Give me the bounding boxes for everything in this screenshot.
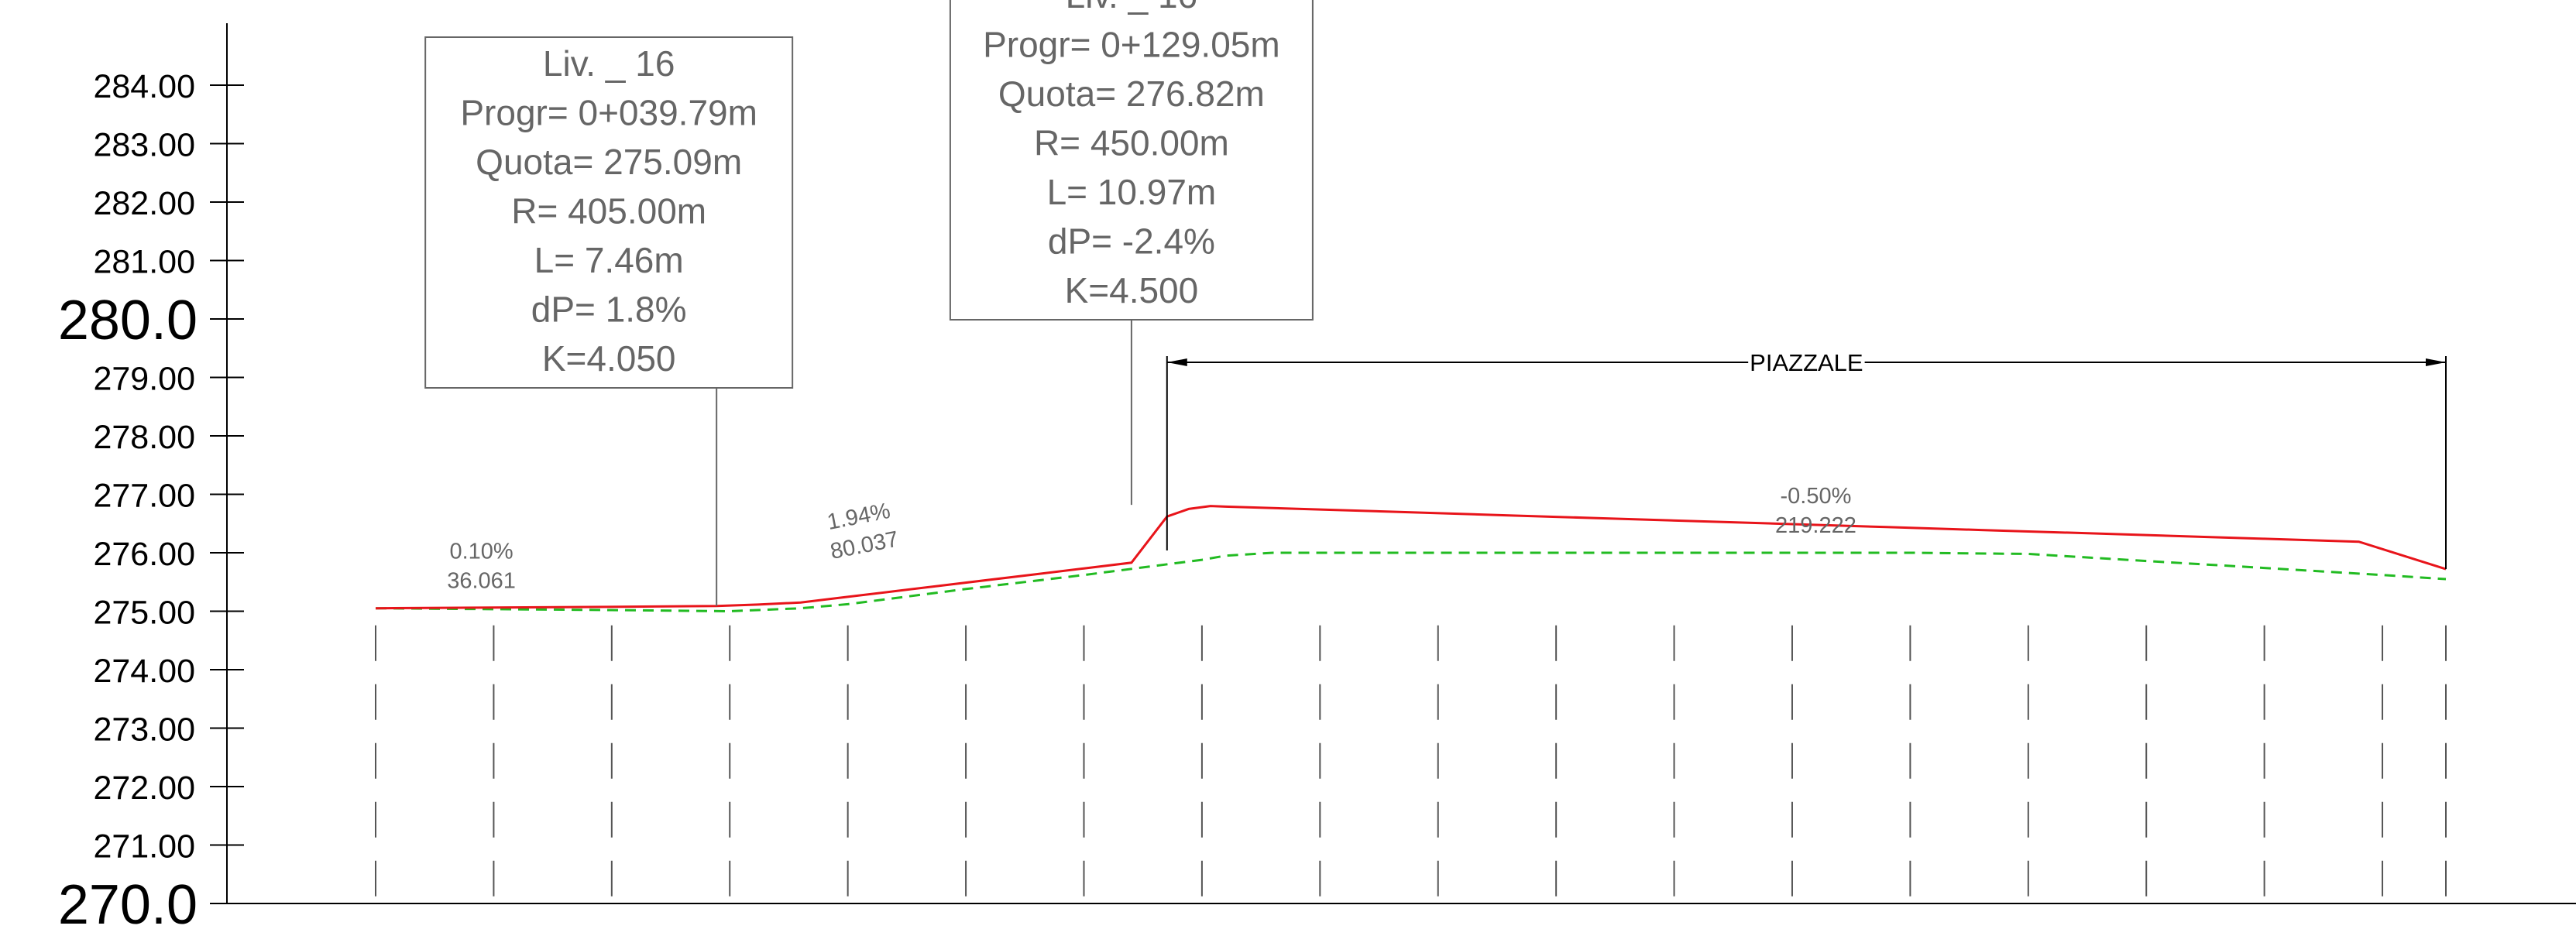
y-tick-label: 273.00: [93, 711, 195, 749]
design-profile: [375, 505, 2447, 610]
callout-line: dP= -2.4%: [1048, 221, 1215, 262]
dimension-label: PIAZZALE: [1750, 349, 1863, 376]
callout-line: K=4.500: [1065, 270, 1199, 310]
vertical-curve-callout: Liv. _ 16 Progr= 0+129.05m Quota= 276.82m R…: [949, 0, 1314, 506]
grade-percent: -0.50%: [1781, 484, 1852, 509]
y-tick-label: 276.00: [93, 536, 195, 573]
grade-label: 1.94%80.037: [825, 499, 900, 564]
ground-line: [375, 551, 2447, 613]
callout-line: R= 405.00m: [511, 191, 706, 231]
callout-line: K=4.050: [542, 338, 676, 379]
grade-label: 0.10% 36.061: [447, 540, 516, 594]
callout-line: dP= 1.8%: [531, 290, 687, 330]
callout-line: R= 450.00m: [1034, 123, 1229, 163]
dimension-arrow-left: [1166, 358, 1187, 366]
callout-line: L= 7.46m: [534, 240, 684, 280]
grade-percent: 0.10%: [449, 540, 513, 564]
callout-line: Liv. _ 16: [1066, 0, 1197, 15]
y-tick-label: 275.00: [93, 595, 195, 632]
grade-label: -0.50% 219.222: [1775, 484, 1856, 538]
vertical-curve-labels: Liv. _ 16 Progr= 0+039.79m Quota= 275.09m R…: [424, 0, 1314, 606]
callout-line: L= 10.97m: [1047, 172, 1217, 212]
callout-line: Quota= 276.82m: [998, 74, 1265, 114]
y-tick-label: 281.00: [93, 244, 195, 281]
y-tick-label: 270.0: [58, 874, 197, 936]
callout-line: Progr= 0+039.79m: [460, 93, 757, 133]
callout-box: [949, 0, 1314, 321]
y-tick-label: 272.00: [93, 770, 195, 807]
y-tick-label: 283.00: [93, 127, 195, 164]
y-tick-label: 284.00: [93, 68, 195, 105]
y-tick-label: 280.0: [58, 290, 197, 351]
ground-profile: [375, 551, 2447, 613]
grade-labels: 0.10% 36.061 1.94%80.037 -0.50% 219.222: [447, 484, 1856, 594]
y-axis: 284.00 283.00 282.00 281.00 280.0 279.00 278.0…: [58, 23, 2576, 936]
vertical-curve-callout: Liv. _ 16 Progr= 0+039.79m Quota= 275.09m R…: [424, 36, 794, 606]
grade-length: 219.222: [1775, 513, 1856, 538]
station-lines: [375, 625, 2447, 903]
dimension-annotation: PIAZZALE: [1166, 349, 2447, 570]
callout-line: Progr= 0+129.05m: [983, 25, 1280, 65]
callout-box: [424, 36, 794, 389]
y-tick-label: 271.00: [93, 828, 195, 866]
dimension-label-bg: [1748, 349, 1865, 376]
y-tick-label: 282.00: [93, 185, 195, 222]
y-tick-label: 274.00: [93, 653, 195, 690]
y-tick-label: 278.00: [93, 419, 195, 456]
y-tick-label: 279.00: [93, 361, 195, 398]
y-tick-label: 277.00: [93, 478, 195, 515]
grade-length: 36.061: [447, 569, 516, 594]
callout-line: Quota= 275.09m: [476, 142, 742, 182]
callout-line: Liv. _ 16: [543, 43, 675, 84]
dimension-arrow-right: [2426, 358, 2446, 366]
design-grade-line: [375, 505, 2447, 610]
